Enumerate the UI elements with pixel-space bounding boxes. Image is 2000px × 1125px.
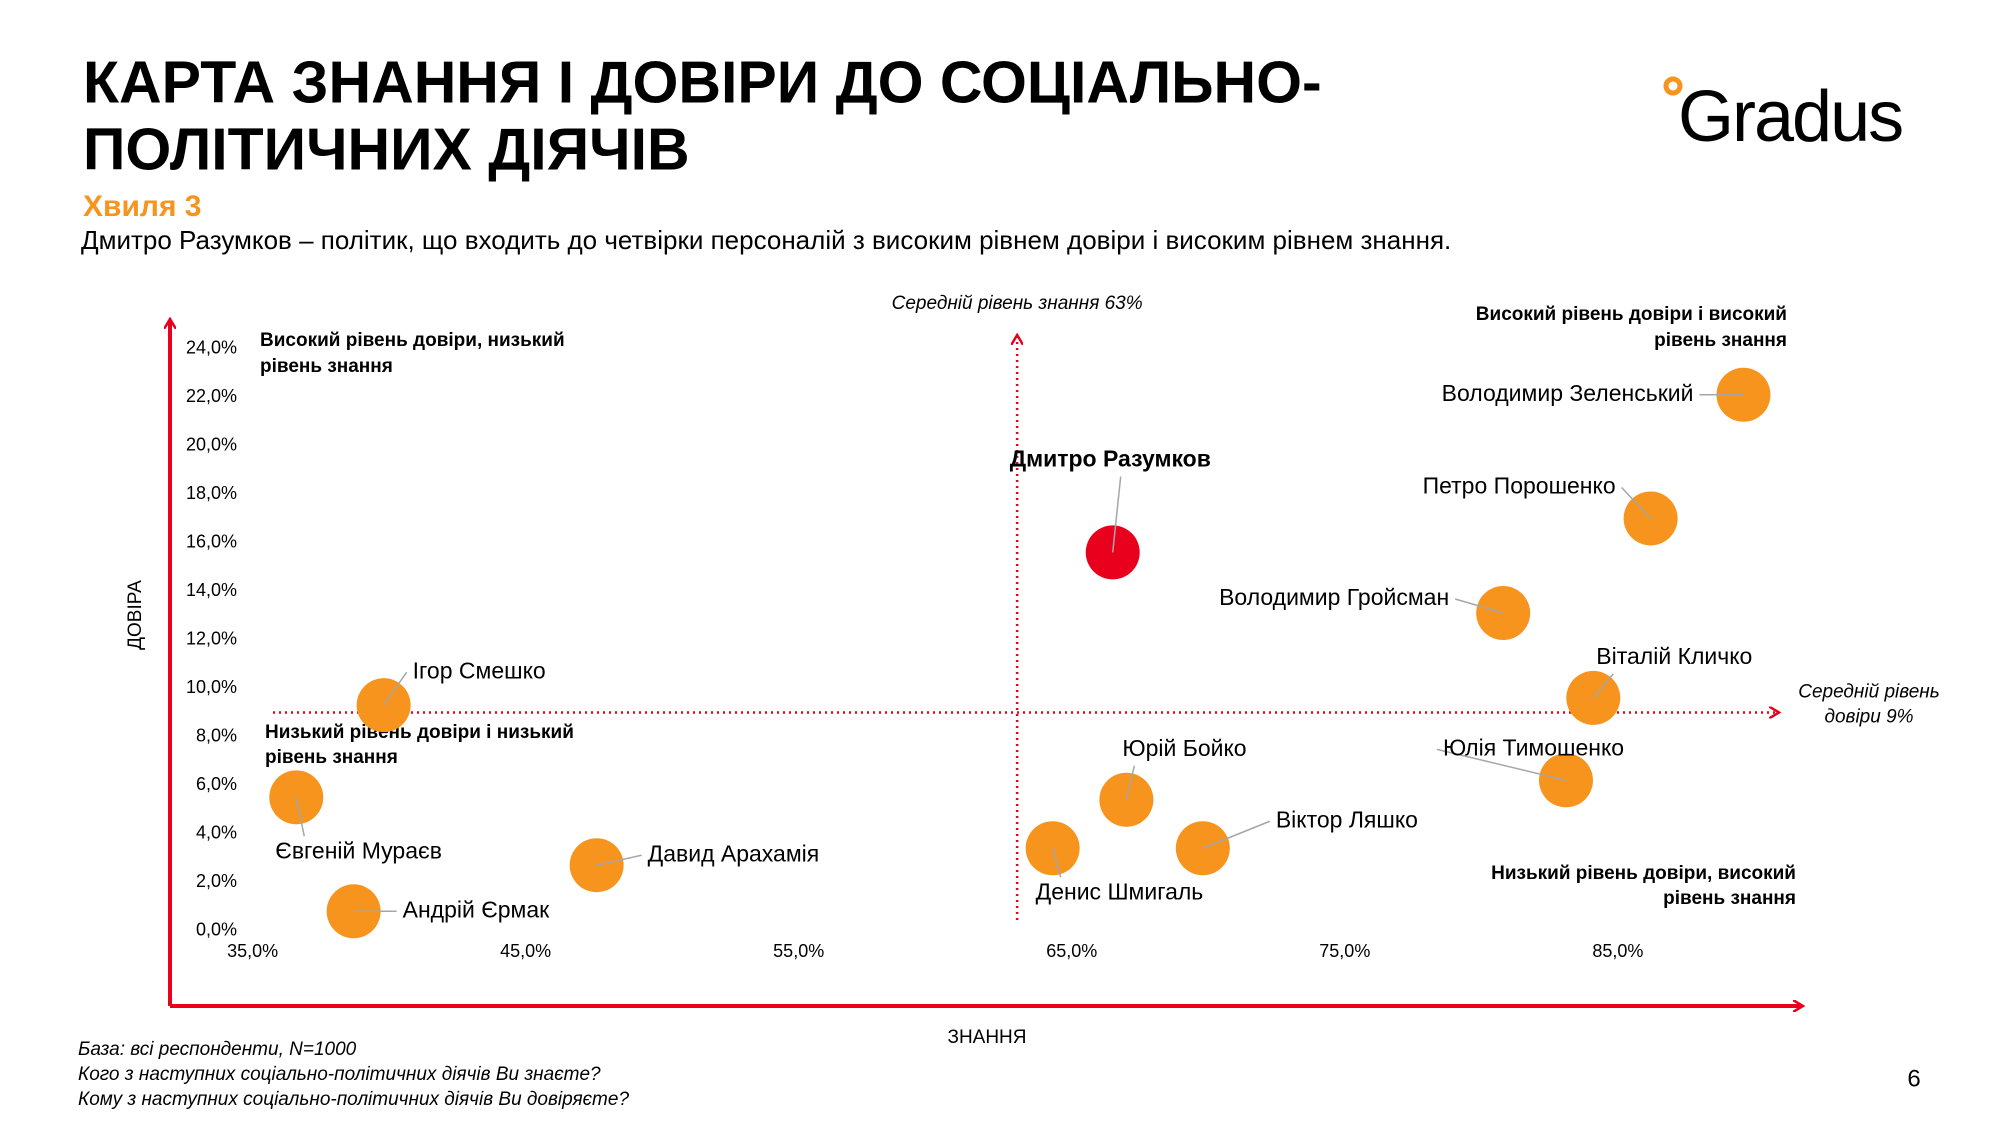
quadrant-label: рівень знання (1654, 330, 1787, 351)
title: КАРТА ЗНАННЯ І ДОВІРИ ДО СОЦІАЛЬНО- (83, 50, 1322, 116)
point-label: Юлія Тимошенко (1443, 734, 1624, 760)
y-tick-label: 18,0% (186, 483, 237, 503)
x-tick-label: 85,0% (1592, 941, 1643, 961)
point-label: Юрій Бойко (1122, 735, 1246, 761)
wave: Хвиля 3 (83, 190, 201, 223)
point-label: Петро Порошенко (1423, 473, 1616, 499)
leader-line (1436, 748, 1567, 782)
title: ПОЛІТИЧНИХ ДІЯЧІВ (83, 117, 690, 183)
x-tick-label: 35,0% (227, 941, 278, 961)
point-label: Володимир Гройсман (1219, 584, 1449, 610)
point-label: Дмитро Разумков (1010, 445, 1211, 471)
quadrant-label: Високий рівень довіри, низький (260, 330, 565, 351)
point-label: Ігор Смешко (413, 657, 546, 683)
x-axis-label: ЗНАННЯ (947, 1027, 1026, 1048)
quadrant-label: Низький рівень довіри, високий (1491, 863, 1796, 884)
leader-line (1125, 765, 1136, 800)
y-tick-label: 8,0% (196, 725, 237, 745)
y-tick-label: 24,0% (186, 337, 237, 357)
average-trust-label: довіри 9% (1824, 706, 1913, 727)
quadrant-label: рівень знання (265, 747, 398, 768)
x-tick-label: 45,0% (500, 941, 551, 961)
y-tick-label: 4,0% (196, 822, 237, 842)
average-knowledge-label: Середній рівень знання 63% (892, 293, 1143, 314)
point-label: Давид Арахамія (648, 840, 820, 866)
point-label: Володимир Зеленський (1442, 380, 1694, 406)
point-label: Андрій Єрмак (403, 896, 551, 922)
quadrant-label: Високий рівень довіри і високий (1476, 304, 1787, 325)
y-tick-label: 0,0% (196, 919, 237, 939)
point-label: Віктор Ляшко (1276, 806, 1418, 832)
leader-line (383, 671, 408, 706)
quadrant-label: рівень знання (260, 356, 393, 377)
leader-line (1592, 673, 1614, 699)
point-label: Денис Шмигаль (1036, 878, 1204, 904)
y-tick-label: 20,0% (186, 434, 237, 454)
y-tick-label: 22,0% (186, 386, 237, 406)
x-tick-label: 75,0% (1319, 941, 1370, 961)
quadrant-label: Низький рівень довіри і низький (265, 722, 574, 743)
footnote: Кого з наступних соціально-політичних ді… (78, 1064, 601, 1085)
logo-dot (1663, 76, 1683, 96)
y-tick-label: 2,0% (196, 871, 237, 891)
quadrant-label: рівень знання (1663, 888, 1796, 909)
subtitle: Дмитро Разумков – політик, що входить до… (81, 225, 1451, 255)
leader-line (1051, 848, 1062, 878)
leader-line (1621, 486, 1652, 519)
y-tick-label: 6,0% (196, 774, 237, 794)
page-number: 6 (1907, 1065, 1920, 1092)
y-tick-label: 10,0% (186, 677, 237, 697)
leader-line (1111, 476, 1122, 553)
y-tick-label: 16,0% (186, 531, 237, 551)
leader-line (1454, 598, 1504, 614)
logo: Gradus (1678, 77, 1902, 157)
leader-line (1202, 820, 1271, 849)
footnote: База: всі респонденти, N=1000 (78, 1039, 357, 1060)
y-tick-label: 14,0% (186, 580, 237, 600)
x-tick-label: 55,0% (773, 941, 824, 961)
point-label: Євгеній Мураєв (275, 837, 442, 863)
footnote: Кому з наступних соціально-політичних ді… (78, 1089, 629, 1110)
x-tick-label: 65,0% (1046, 941, 1097, 961)
point-label: Віталій Кличко (1596, 643, 1752, 669)
average-trust-label: Середній рівень (1798, 681, 1940, 702)
leader-line (295, 797, 306, 837)
y-axis-label: ДОВІРА (125, 580, 146, 650)
leader-line (596, 854, 642, 866)
y-tick-label: 12,0% (186, 628, 237, 648)
